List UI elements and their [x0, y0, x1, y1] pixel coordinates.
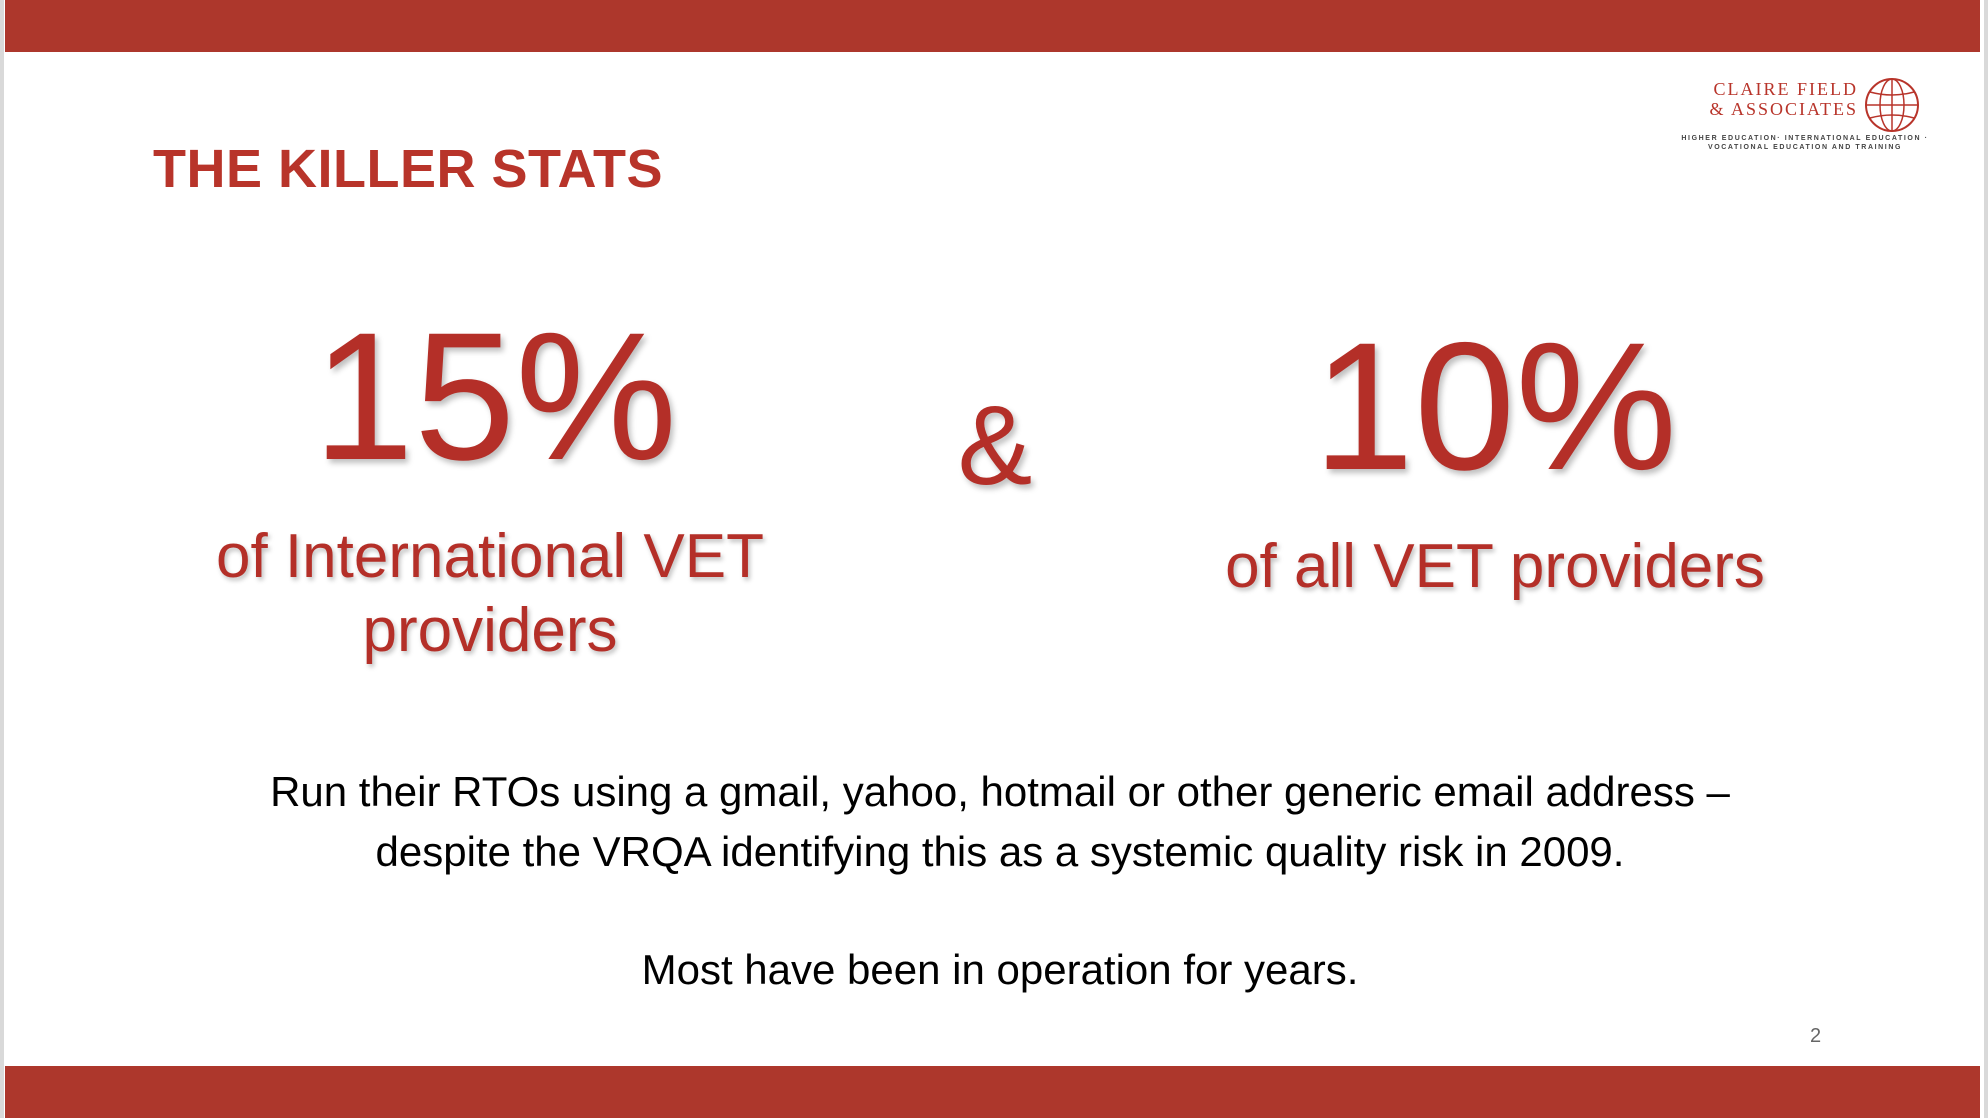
logo-name-line2: & ASSOCIATES: [1709, 98, 1858, 119]
slide-frame-left: [0, 0, 4, 1118]
logo-name-line1: CLAIRE FIELD: [1713, 79, 1858, 99]
body-line2: despite the VRQA identifying this as a s…: [375, 827, 1625, 875]
logo-tagline-line2: VOCATIONAL EDUCATION AND TRAINING: [1707, 144, 1903, 152]
body-closing-line: Most have been in operation for years.: [641, 946, 1359, 993]
globe-icon: [1865, 78, 1919, 132]
stat-left-desc-line1: of International VET: [216, 522, 764, 591]
stat-left-desc-line2: providers: [362, 596, 618, 666]
stat-left-description: of International VET providers: [150, 520, 830, 669]
logo-tagline-line1: HIGHER EDUCATION· INTERNATIONAL EDUCATIO…: [1681, 135, 1929, 142]
stat-right-description: of all VET providers: [1165, 530, 1825, 604]
stat-right-desc-line1: of all VET providers: [1225, 532, 1765, 601]
page-number: 2: [1810, 1025, 1822, 1047]
company-logo: CLAIRE FIELD & ASSOCIATES HIGHER EDUCATI…: [1680, 74, 1940, 156]
top-accent-bar: [5, 0, 1980, 52]
body-line1: Run their RTOs using a gmail, yahoo, hot…: [270, 768, 1730, 815]
slide-title: THE KILLER STATS: [153, 139, 663, 199]
bottom-accent-bar: [5, 1066, 1980, 1118]
ampersand-connector: &: [957, 383, 1033, 508]
logo-tagline: HIGHER EDUCATION· INTERNATIONAL EDUCATIO…: [1645, 134, 1965, 152]
logo-wordmark: CLAIRE FIELD & ASSOCIATES: [1680, 79, 1858, 120]
stat-right-value: 10%: [1312, 304, 1678, 508]
slide-frame-right: [1984, 0, 1988, 1118]
body-paragraph: Run their RTOs using a gmail, yahoo, hot…: [150, 762, 1850, 881]
stat-left-value: 15%: [312, 294, 678, 498]
